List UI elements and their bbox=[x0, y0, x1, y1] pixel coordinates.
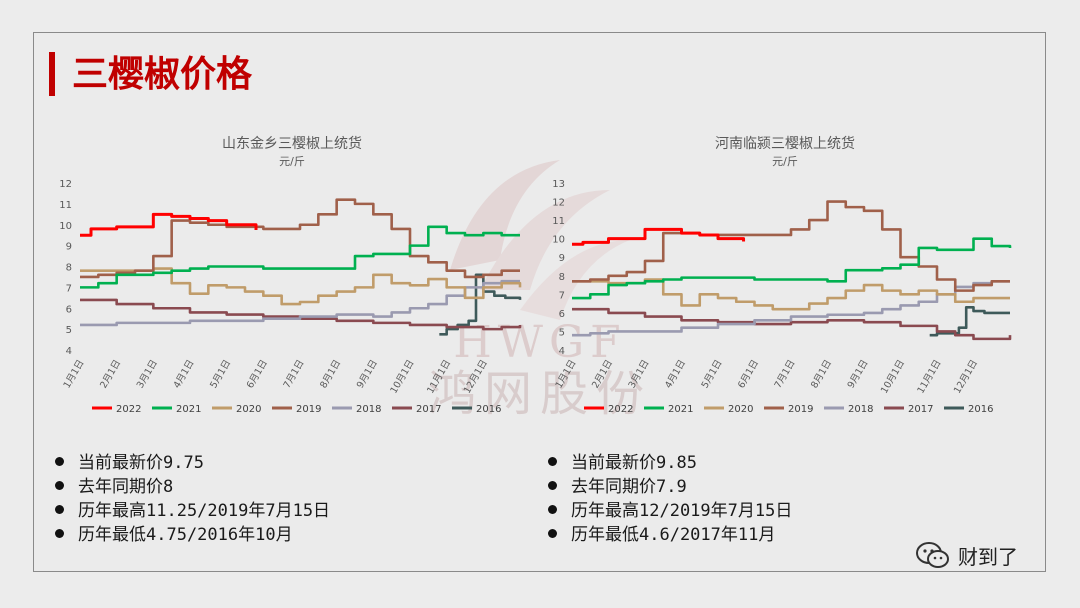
chart-title: 河南临颍三樱椒上统货 bbox=[715, 136, 855, 152]
chart-title: 山东金乡三樱椒上统货 bbox=[222, 136, 362, 152]
bullet-dot-icon bbox=[55, 456, 64, 466]
title-accent-bar bbox=[49, 52, 55, 96]
bullet-item: 当前最新价9.85 bbox=[548, 451, 792, 475]
bullet-item: 历年最低4.6/2017年11月 bbox=[548, 523, 792, 547]
footer-brand: 财到了 bbox=[916, 541, 1018, 570]
wechat-icon bbox=[916, 541, 949, 568]
bullet-dot-icon bbox=[548, 504, 557, 514]
footer-label: 财到了 bbox=[958, 545, 1018, 569]
bullet-item: 当前最新价9.75 bbox=[55, 451, 330, 475]
bullet-text: 历年最高12/2019年7月15日 bbox=[571, 501, 793, 521]
watermark-cn: 鸿网股份 bbox=[427, 366, 652, 422]
bullet-item: 历年最高12/2019年7月15日 bbox=[548, 499, 792, 523]
watermark: HWGF 鸿网股份 bbox=[395, 317, 685, 423]
page-title: 三樱椒价格 bbox=[72, 54, 253, 95]
bullet-list-shandong: 当前最新价9.75 去年同期价8 历年最高11.25/2019年7月15日 历年… bbox=[55, 451, 330, 547]
bullet-item: 历年最高11.25/2019年7月15日 bbox=[55, 499, 330, 523]
bullet-text: 当前最新价9.75 bbox=[78, 453, 204, 473]
bullet-dot-icon bbox=[548, 456, 557, 466]
bullet-item: 去年同期价8 bbox=[55, 475, 330, 499]
bullet-text: 去年同期价7.9 bbox=[571, 477, 687, 497]
bullet-dot-icon bbox=[55, 480, 64, 490]
bullet-list-henan: 当前最新价9.85 去年同期价7.9 历年最高12/2019年7月15日 历年最… bbox=[548, 451, 792, 547]
bullet-text: 去年同期价8 bbox=[78, 477, 174, 497]
bullet-dot-icon bbox=[548, 480, 557, 490]
bullet-text: 历年最低4.75/2016年10月 bbox=[78, 525, 293, 545]
bullet-item: 历年最低4.75/2016年10月 bbox=[55, 523, 330, 547]
bullet-text: 历年最低4.6/2017年11月 bbox=[571, 525, 776, 545]
bullet-dot-icon bbox=[55, 504, 64, 514]
chart-unit-label: 元/斤 bbox=[772, 155, 798, 168]
chart-unit-label: 元/斤 bbox=[279, 155, 305, 168]
bullet-text: 历年最高11.25/2019年7月15日 bbox=[78, 501, 331, 521]
bullet-item: 去年同期价7.9 bbox=[548, 475, 792, 499]
bullet-dot-icon bbox=[548, 528, 557, 538]
bullet-text: 当前最新价9.85 bbox=[571, 453, 697, 473]
bullet-dot-icon bbox=[55, 528, 64, 538]
watermark-en: HWGF bbox=[453, 317, 627, 368]
